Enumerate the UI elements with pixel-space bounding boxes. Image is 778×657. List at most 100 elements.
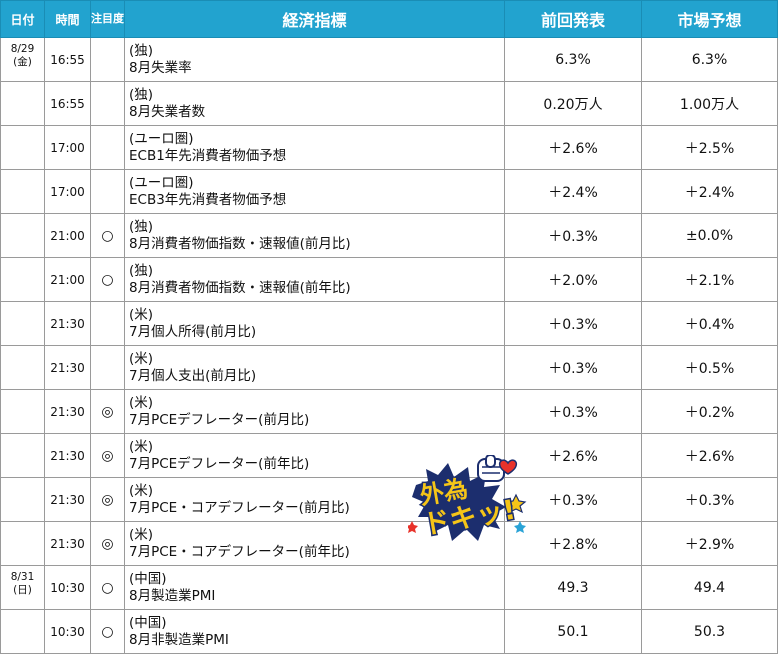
indicator-region: (米): [129, 438, 154, 455]
time-cell: 21:30: [44, 345, 91, 390]
indicator-name: 7月PCEデフレーター(前年比): [129, 455, 310, 472]
forecast-cell: ＋2.9%: [641, 521, 778, 566]
time-cell: 10:30: [44, 609, 91, 654]
header-row: 日付 時間 注目度 経済指標 前回発表 市場予想: [0, 0, 778, 38]
table-row: 17:00 (ユーロ圏) ECB3年先消費者物価予想 ＋2.4% ＋2.4%: [0, 169, 778, 214]
indicator-name: 7月PCE・コアデフレーター(前月比): [129, 499, 350, 516]
attention-cell: ○: [90, 213, 125, 258]
table-row: 21:00 ○ (独) 8月消費者物価指数・速報値(前月比) ＋0.3% ±0.0%: [0, 213, 778, 258]
date-cell: 8/29 (金): [0, 37, 45, 82]
date-cell: [0, 609, 45, 654]
indicator-name: ECB1年先消費者物価予想: [129, 147, 287, 164]
date-cell: [0, 213, 45, 258]
indicator-name: ECB3年先消費者物価予想: [129, 191, 287, 208]
previous-cell: ＋0.3%: [504, 213, 642, 258]
indicator-region: (米): [129, 394, 154, 411]
time-cell: 21:30: [44, 521, 91, 566]
previous-cell: ＋0.3%: [504, 345, 642, 390]
star-icon: [505, 493, 527, 514]
attention-cell: ◎: [90, 433, 125, 478]
previous-cell: ＋2.6%: [504, 433, 642, 478]
header-forecast: 市場予想: [641, 0, 778, 38]
indicator-region: (ユーロ圏): [129, 174, 194, 191]
previous-cell: 0.20万人: [504, 81, 642, 126]
table-row: 21:30 ◎ (米) 7月PCE・コアデフレーター(前月比) ＋0.3% ＋0.3%: [0, 477, 778, 522]
table-row: 21:30 ◎ (米) 7月PCEデフレーター(前年比) ＋2.6% ＋2.6%: [0, 433, 778, 478]
time-cell: 17:00: [44, 169, 91, 214]
indicator-cell: (独) 8月消費者物価指数・速報値(前月比): [124, 213, 505, 258]
header-time: 時間: [44, 0, 91, 38]
indicator-cell: (米) 7月個人支出(前月比): [124, 345, 505, 390]
header-attention: 注目度: [90, 0, 125, 38]
header-date: 日付: [0, 0, 45, 38]
time-cell: 16:55: [44, 37, 91, 82]
gaitame-dokit-logo: 外為 ドキッ!: [408, 455, 527, 543]
time-cell: 17:00: [44, 125, 91, 170]
table-row: 17:00 (ユーロ圏) ECB1年先消費者物価予想 ＋2.6% ＋2.5%: [0, 125, 778, 170]
indicator-region: (中国): [129, 614, 167, 631]
attention-cell: [90, 169, 125, 214]
time-cell: 21:30: [44, 433, 91, 478]
indicator-region: (独): [129, 262, 154, 279]
attention-cell: ◎: [90, 389, 125, 434]
attention-cell: ○: [90, 257, 125, 302]
heart-icon: [498, 459, 518, 475]
forecast-cell: ＋0.5%: [641, 345, 778, 390]
indicator-region: (米): [129, 350, 154, 367]
forecast-cell: 1.00万人: [641, 81, 778, 126]
attention-cell: [90, 37, 125, 82]
date-cell: 8/31 (日): [0, 565, 45, 610]
table-row: 21:30 (米) 7月個人支出(前月比) ＋0.3% ＋0.5%: [0, 345, 778, 390]
attention-cell: ◎: [90, 477, 125, 522]
star-icon: [514, 521, 526, 533]
table-row: 10:30 ○ (中国) 8月非製造業PMI 50.1 50.3: [0, 609, 778, 654]
indicator-name: 8月製造業PMI: [129, 587, 216, 604]
time-cell: 21:30: [44, 389, 91, 434]
forecast-cell: ＋2.6%: [641, 433, 778, 478]
table-row: 8/31 (日) 10:30 ○ (中国) 8月製造業PMI 49.3 49.4: [0, 565, 778, 610]
indicator-name: 8月消費者物価指数・速報値(前年比): [129, 279, 351, 296]
indicator-region: (独): [129, 86, 154, 103]
date-cell: [0, 433, 45, 478]
attention-cell: [90, 81, 125, 126]
previous-cell: 50.1: [504, 609, 642, 654]
attention-cell: [90, 301, 125, 346]
indicator-region: (米): [129, 482, 154, 499]
indicator-cell: (米) 7月PCEデフレーター(前年比): [124, 433, 505, 478]
date-cell: [0, 81, 45, 126]
forecast-cell: 50.3: [641, 609, 778, 654]
table-row: 8/29 (金) 16:55 (独) 8月失業率 6.3% 6.3%: [0, 37, 778, 82]
table-body: 8/29 (金) 16:55 (独) 8月失業率 6.3% 6.3% 16:55 (独) 8月失業…: [0, 37, 778, 654]
indicator-cell: (中国) 8月非製造業PMI: [124, 609, 505, 654]
forecast-cell: ±0.0%: [641, 213, 778, 258]
table-row: 16:55 (独) 8月失業者数 0.20万人 1.00万人: [0, 81, 778, 126]
indicator-name: 7月PCEデフレーター(前月比): [129, 411, 310, 428]
forecast-cell: ＋0.4%: [641, 301, 778, 346]
previous-cell: ＋2.8%: [504, 521, 642, 566]
forecast-cell: ＋2.1%: [641, 257, 778, 302]
indicator-name: 7月PCE・コアデフレーター(前年比): [129, 543, 350, 560]
indicator-cell: (米) 7月PCE・コアデフレーター(前年比): [124, 521, 505, 566]
time-cell: 21:00: [44, 213, 91, 258]
attention-cell: ○: [90, 565, 125, 610]
date-cell: [0, 389, 45, 434]
attention-cell: ◎: [90, 521, 125, 566]
indicator-name: 8月失業率: [129, 59, 192, 76]
indicator-region: (ユーロ圏): [129, 130, 194, 147]
indicator-name: 7月個人支出(前月比): [129, 367, 257, 384]
date-cell: [0, 521, 45, 566]
indicator-region: (独): [129, 42, 154, 59]
indicator-name: 8月非製造業PMI: [129, 631, 229, 648]
date-cell: [0, 125, 45, 170]
previous-cell: ＋2.6%: [504, 125, 642, 170]
time-cell: 10:30: [44, 565, 91, 610]
date-cell: [0, 345, 45, 390]
previous-cell: ＋0.3%: [504, 477, 642, 522]
indicator-cell: (独) 8月失業率: [124, 37, 505, 82]
date-cell: [0, 477, 45, 522]
indicator-region: (中国): [129, 570, 167, 587]
indicator-cell: (米) 7月PCEデフレーター(前月比): [124, 389, 505, 434]
previous-cell: ＋2.4%: [504, 169, 642, 214]
date-cell: [0, 169, 45, 214]
